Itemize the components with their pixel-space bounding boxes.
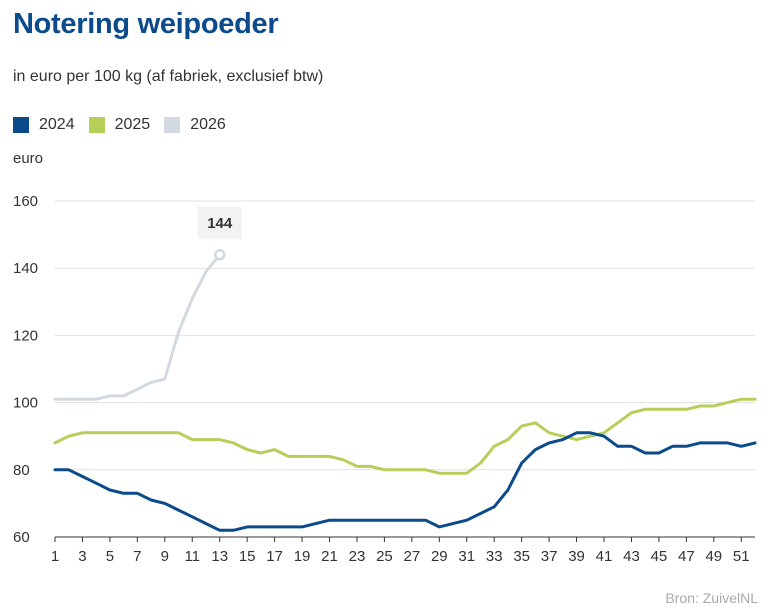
x-tick-label-11: 11 (184, 548, 200, 565)
legend-swatch-2026 (164, 117, 181, 133)
x-tick-label-43: 43 (623, 548, 640, 565)
legend-swatch-2024 (13, 117, 29, 133)
x-tick-label-33: 33 (486, 548, 503, 565)
y-tick-label-160: 160 (13, 193, 38, 210)
chart-title: Notering weipoeder (13, 8, 279, 40)
x-tick-label-41: 41 (596, 548, 613, 565)
x-tick-label-5: 5 (106, 548, 114, 565)
x-tick-label-19: 19 (294, 548, 311, 565)
x-tick-label-25: 25 (376, 548, 393, 565)
x-tick-label-49: 49 (705, 548, 722, 565)
x-tick-label-31: 31 (458, 548, 475, 565)
annotation-label: 144 (207, 215, 233, 232)
legend-label-2026: 2026 (190, 116, 226, 133)
x-tick-label-39: 39 (568, 548, 585, 565)
x-tick-label-7: 7 (133, 548, 141, 565)
series-line-2024 (53, 431, 757, 532)
legend: 2024 2025 2026 (13, 116, 240, 134)
x-tick-label-35: 35 (513, 548, 530, 565)
x-tick-label-45: 45 (651, 548, 668, 565)
x-tick-label-3: 3 (78, 548, 86, 565)
series-line-2026 (53, 253, 222, 401)
y-tick-label-80: 80 (13, 462, 30, 479)
x-tick-label-51: 51 (733, 548, 750, 565)
x-tick-label-9: 9 (161, 548, 169, 565)
source-note: Bron: ZuivelNL (665, 590, 758, 606)
legend-item-2025[interactable]: 2025 (88, 116, 151, 134)
y-axis-label: euro (13, 150, 44, 167)
legend-item-2024[interactable]: 2024 (13, 116, 75, 134)
x-tick-label-15: 15 (239, 548, 256, 565)
x-tick-label-23: 23 (349, 548, 366, 565)
x-tick-label-1: 1 (51, 548, 59, 565)
x-tick-label-47: 47 (678, 548, 695, 565)
y-tick-label-60: 60 (13, 529, 30, 546)
x-tick-label-21: 21 (321, 548, 338, 565)
x-tick-label-27: 27 (404, 548, 421, 565)
y-tick-label-100: 100 (13, 395, 38, 412)
x-tick-label-37: 37 (541, 548, 558, 565)
legend-label-2025: 2025 (114, 116, 151, 133)
x-tick-label-29: 29 (431, 548, 448, 565)
x-tick-label-13: 13 (211, 548, 228, 565)
legend-swatch-2025 (88, 117, 105, 133)
y-tick-label-140: 140 (13, 260, 38, 277)
x-tick-label-17: 17 (266, 548, 283, 565)
series-line-2025 (53, 397, 757, 475)
chart-subtitle: in euro per 100 kg (af fabriek, exclusie… (13, 68, 324, 85)
legend-item-2026[interactable]: 2026 (164, 116, 226, 134)
legend-label-2024: 2024 (39, 116, 75, 133)
y-tick-label-120: 120 (13, 327, 38, 344)
annotation-point (213, 249, 226, 261)
annotation-box (197, 206, 242, 239)
